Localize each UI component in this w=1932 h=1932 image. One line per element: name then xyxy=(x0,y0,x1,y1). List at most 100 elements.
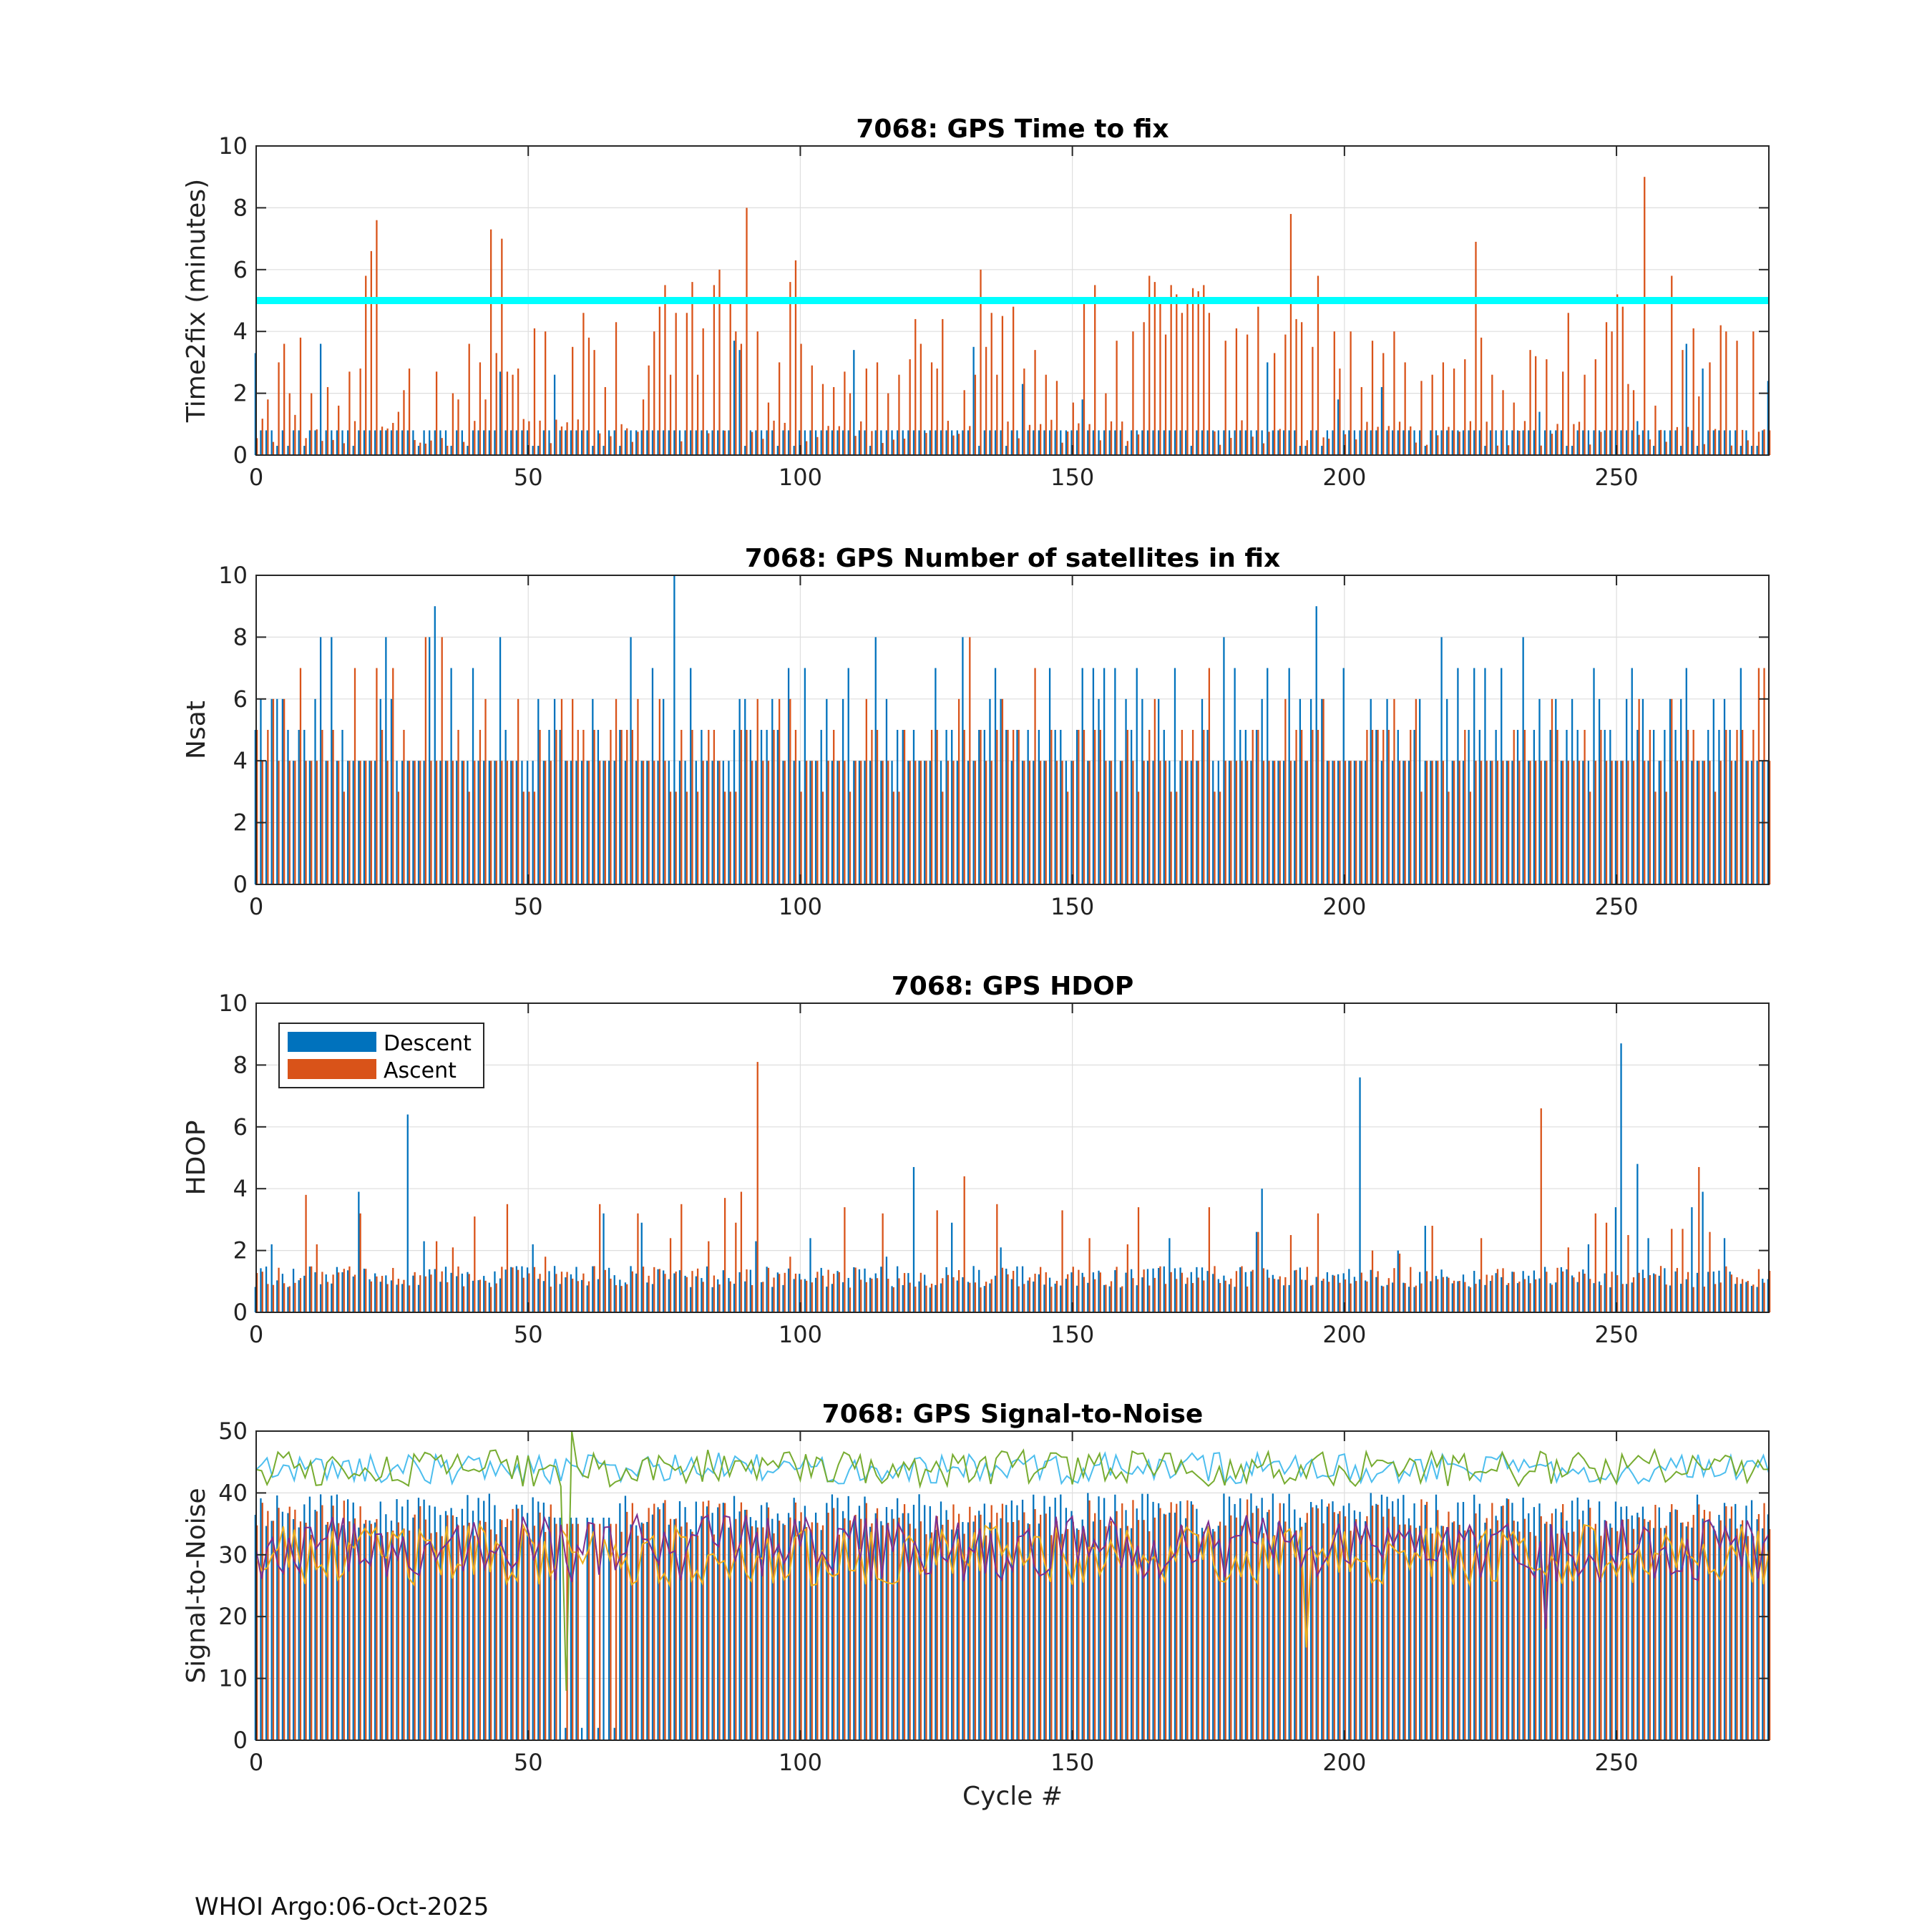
bar-ascent xyxy=(479,1279,482,1312)
bar-ascent xyxy=(435,371,438,455)
bar-ascent xyxy=(1306,440,1308,455)
bar-ascent xyxy=(1072,1267,1074,1312)
bar-ascent xyxy=(637,698,639,884)
bar-descent xyxy=(1267,1512,1269,1740)
x-tick-label: 250 xyxy=(1595,1749,1639,1776)
bar-descent xyxy=(1375,730,1377,884)
bar-ascent xyxy=(457,1525,459,1740)
bar-descent xyxy=(467,1272,469,1312)
bar-descent xyxy=(668,761,670,884)
x-tick-label: 50 xyxy=(514,1749,543,1776)
bar-ascent xyxy=(1502,390,1504,455)
bar-descent xyxy=(1604,730,1606,884)
bar-descent xyxy=(1566,446,1568,455)
bar-ascent xyxy=(996,730,998,884)
bar-descent xyxy=(1435,1494,1438,1740)
bar-descent xyxy=(1647,761,1649,884)
bar-ascent xyxy=(1301,1526,1303,1740)
bar-descent xyxy=(1626,1506,1628,1740)
bar-ascent xyxy=(1143,1269,1145,1312)
bar-ascent xyxy=(1344,434,1347,455)
bar-descent xyxy=(663,698,665,884)
bar-ascent xyxy=(424,637,427,884)
bar-ascent xyxy=(283,1533,286,1740)
bar-descent xyxy=(1152,761,1154,884)
bar-ascent xyxy=(1496,1520,1499,1740)
bar-ascent xyxy=(1377,426,1379,455)
bar-descent xyxy=(1473,1271,1475,1312)
bar-ascent xyxy=(441,1271,443,1312)
bar-descent xyxy=(434,430,436,455)
bar-ascent xyxy=(1153,698,1156,884)
bar-ascent xyxy=(658,698,661,884)
bar-descent xyxy=(483,761,485,884)
bar-descent xyxy=(880,1267,882,1312)
bar-descent xyxy=(1735,1284,1737,1312)
bar-descent xyxy=(1538,1503,1541,1740)
bar-ascent xyxy=(1425,1501,1428,1740)
bar-descent xyxy=(1664,730,1666,884)
bar-descent xyxy=(880,430,882,455)
bar-ascent xyxy=(779,362,781,455)
bar-descent xyxy=(1745,1282,1747,1312)
bar-ascent xyxy=(397,411,399,455)
bar-ascent xyxy=(691,282,693,455)
bar-descent xyxy=(1636,1163,1639,1312)
bar-descent xyxy=(1332,761,1334,884)
bar-descent xyxy=(1043,761,1045,884)
bar-ascent xyxy=(1295,1269,1297,1312)
bar-descent xyxy=(826,1503,828,1740)
bar-ascent xyxy=(1317,275,1319,455)
bar-ascent xyxy=(898,1278,900,1312)
bar-ascent xyxy=(1186,1277,1189,1312)
bar-descent xyxy=(325,1274,327,1312)
bar-ascent xyxy=(1170,285,1172,455)
bar-ascent xyxy=(740,730,743,884)
bar-ascent xyxy=(773,730,775,884)
bar-descent xyxy=(853,761,855,884)
bar-descent xyxy=(994,1275,997,1312)
bar-descent xyxy=(1081,668,1083,884)
bar-ascent xyxy=(784,1525,786,1740)
bar-descent xyxy=(580,430,583,455)
bar-descent xyxy=(841,1511,844,1740)
y-tick-label: 50 xyxy=(218,1418,248,1445)
bar-descent xyxy=(1146,761,1149,884)
bar-ascent xyxy=(1682,1229,1684,1312)
bar-ascent xyxy=(1556,424,1558,455)
y-tick-label: 4 xyxy=(233,318,248,345)
bar-ascent xyxy=(773,1533,775,1740)
bar-descent xyxy=(1641,430,1644,455)
bar-ascent xyxy=(283,1283,286,1312)
bar-ascent xyxy=(1137,791,1140,884)
bars-hdop xyxy=(254,1043,1771,1312)
bar-descent xyxy=(504,730,507,884)
bar-descent xyxy=(1430,1281,1432,1312)
bar-ascent xyxy=(1769,1528,1771,1740)
bar-descent xyxy=(1223,1493,1225,1740)
bar-ascent xyxy=(316,1511,318,1740)
bar-descent xyxy=(1457,668,1459,884)
bar-ascent xyxy=(1105,393,1107,455)
bar-ascent xyxy=(397,791,399,884)
bar-descent xyxy=(592,446,594,455)
bar-ascent xyxy=(1045,1513,1047,1740)
bar-ascent xyxy=(1491,761,1493,884)
bar-descent xyxy=(494,761,496,884)
bar-descent xyxy=(1250,761,1252,884)
bar-ascent xyxy=(930,1532,933,1740)
bar-descent xyxy=(1309,1502,1312,1740)
bar-ascent xyxy=(1116,1267,1118,1312)
bar-ascent xyxy=(762,1282,764,1312)
bar-ascent xyxy=(1083,1529,1085,1740)
bar-ascent xyxy=(816,436,819,455)
bar-descent xyxy=(624,761,627,884)
bar-descent xyxy=(935,1530,937,1740)
bar-descent xyxy=(799,1274,801,1312)
bar-descent xyxy=(444,1267,447,1312)
bar-descent xyxy=(1136,1508,1138,1740)
bar-ascent xyxy=(702,328,704,455)
bar-ascent xyxy=(311,1266,313,1312)
bar-descent xyxy=(504,1269,507,1312)
